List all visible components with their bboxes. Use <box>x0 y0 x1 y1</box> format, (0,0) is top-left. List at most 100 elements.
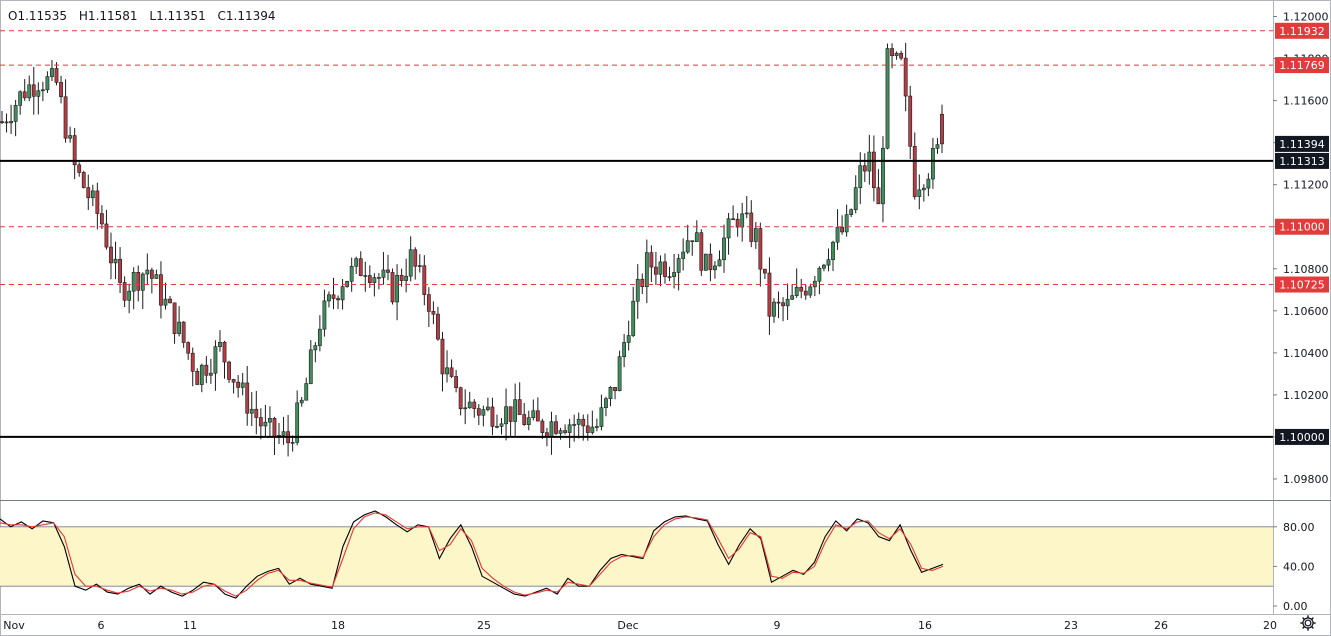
candle-up <box>576 418 581 425</box>
candle-up <box>740 213 745 228</box>
candle-down <box>59 82 63 98</box>
candle-down <box>109 246 113 264</box>
candle-up <box>40 89 45 92</box>
candle-up <box>817 267 822 282</box>
candle-up <box>681 251 686 259</box>
candle-up <box>281 431 286 436</box>
candle-up <box>349 265 354 282</box>
candle-up <box>599 407 604 427</box>
candle-down <box>585 425 590 433</box>
candle-down <box>22 91 27 99</box>
candle-up <box>9 121 13 124</box>
time-tick-label: 26 <box>1154 619 1168 632</box>
candle-up <box>722 237 726 261</box>
candle-down <box>159 274 163 306</box>
candle-down <box>522 414 527 425</box>
candle-up <box>676 258 681 273</box>
alert-price-label: 1.11932 <box>1279 25 1325 38</box>
candle-up <box>377 277 381 279</box>
candle-down <box>222 341 227 363</box>
candle-down <box>190 352 195 372</box>
gear-icon[interactable] <box>1299 614 1317 632</box>
candle-down <box>908 95 913 147</box>
candle-up <box>694 232 699 243</box>
time-tick-label: 18 <box>331 619 345 632</box>
time-tick-label: 11 <box>183 619 197 632</box>
candle-up <box>567 424 572 433</box>
candle-up <box>213 346 218 374</box>
time-tick-label: Dec <box>617 619 638 632</box>
candle-up <box>772 301 776 317</box>
candle-down <box>336 298 340 301</box>
candle-down <box>86 187 91 199</box>
candle-down <box>358 258 363 276</box>
candle-down <box>386 269 390 273</box>
candle-up <box>558 430 563 434</box>
candle-down <box>227 361 231 380</box>
candle-down <box>472 401 477 409</box>
candle-down <box>862 165 867 172</box>
candle-down <box>367 275 372 283</box>
candle-up <box>631 300 636 336</box>
candle-up <box>717 259 722 267</box>
alert-price-label: 1.10725 <box>1279 279 1325 292</box>
candle-up <box>240 382 245 388</box>
candle-up <box>531 410 536 418</box>
candle-down <box>436 313 440 340</box>
candle-up <box>831 241 835 260</box>
candle-up <box>844 214 849 233</box>
candle-up <box>744 212 749 215</box>
candle-up <box>36 90 41 97</box>
candle-down <box>563 430 567 433</box>
candle-down <box>699 232 704 271</box>
candle-down <box>708 253 713 271</box>
candle-down <box>136 271 141 291</box>
candle-down <box>663 261 667 277</box>
candle-up <box>894 52 899 57</box>
candle-up <box>363 275 368 277</box>
level-price-tag <box>1275 152 1329 169</box>
candle-down <box>540 420 545 433</box>
candle-up <box>808 286 813 296</box>
candle-up <box>526 417 531 425</box>
candle-up <box>68 135 73 139</box>
candle-down <box>331 294 336 299</box>
candle-down <box>490 406 495 427</box>
candle-up <box>50 68 54 77</box>
candle-up <box>372 277 377 283</box>
candle-down <box>413 249 418 267</box>
candle-up <box>127 290 132 301</box>
candle-down <box>81 172 86 188</box>
candle-down <box>95 190 100 214</box>
candle-down <box>767 272 772 317</box>
candle-up <box>308 349 313 384</box>
candle-up <box>317 328 322 346</box>
candle-up <box>268 418 272 423</box>
price-tick-label: 1.10600 <box>1283 305 1329 318</box>
alert-price-tag <box>1275 276 1329 293</box>
candle-up <box>295 402 300 443</box>
candle-up <box>549 421 554 438</box>
candle-down <box>690 240 695 243</box>
candle-down <box>236 381 241 388</box>
candle-down <box>181 321 186 343</box>
ohlc-readout: O1.11535 H1.11581 L1.11351 C1.11394 <box>8 9 284 23</box>
price-tick-label: 1.10400 <box>1283 347 1329 360</box>
alert-price-label: 1.11000 <box>1279 221 1325 234</box>
alert-price-tag <box>1275 22 1329 39</box>
price-tick-label: 1.10200 <box>1283 389 1329 402</box>
candle-down <box>122 282 127 301</box>
candle-down <box>731 218 736 221</box>
candle-up <box>853 187 858 211</box>
candle-down <box>390 272 395 303</box>
candle-up <box>18 91 23 106</box>
time-tick-label: 25 <box>477 619 491 632</box>
candle-up <box>13 105 18 122</box>
candle-up <box>849 209 854 215</box>
candle-down <box>186 342 191 354</box>
candle-up <box>322 300 327 330</box>
candle-down <box>72 135 77 166</box>
candle-down <box>903 57 908 97</box>
candle-up <box>445 367 449 375</box>
